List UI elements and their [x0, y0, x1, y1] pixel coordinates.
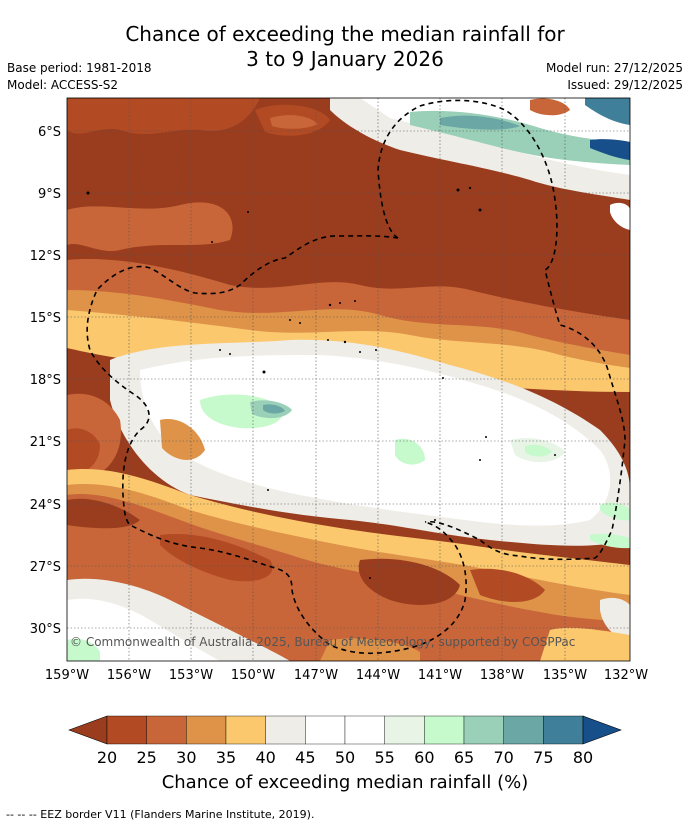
- eez-borders: [86, 99, 626, 655]
- map-title: Chance of exceeding the median rainfall …: [0, 22, 690, 72]
- base-period-text: Base period: 1981-2018: [7, 61, 152, 75]
- colorbar-bin: [106, 715, 147, 745]
- colorbar-tick-label: 80: [573, 748, 593, 767]
- rainfall-probability-field: [67, 98, 630, 661]
- lon-label: 147°W: [294, 668, 338, 683]
- lon-label: 141°W: [418, 668, 462, 683]
- colorbar: 20 25 30 35 40 45 50 55 60 65 70 75 80: [68, 715, 622, 767]
- colorbar-bin: [424, 715, 465, 745]
- model-run-text: Model run: 27/12/2025: [545, 61, 683, 75]
- colorbar-bin: [503, 715, 544, 745]
- colorbar-tick-label: 35: [216, 748, 236, 767]
- colorbar-extend-low: [68, 715, 108, 745]
- colorbar-bin: [543, 715, 584, 745]
- colorbar-bin: [225, 715, 266, 745]
- title-line-2: 3 to 9 January 2026: [246, 47, 444, 71]
- colorbar-tick-label: 65: [454, 748, 474, 767]
- lat-label: 9°S: [38, 187, 61, 202]
- model-text: Model: ACCESS-S2: [7, 78, 119, 92]
- lat-label: 15°S: [30, 311, 61, 326]
- colorbar-tick-label: 60: [414, 748, 434, 767]
- colorbar-tick-label: 50: [335, 748, 355, 767]
- colorbar-tick-label: 30: [176, 748, 196, 767]
- longitude-labels: 159°W 156°W 153°W 150°W 147°W 144°W 141°…: [45, 668, 648, 683]
- colorbar-tick-label: 40: [255, 748, 275, 767]
- title-line-1: Chance of exceeding the median rainfall …: [125, 22, 565, 46]
- colorbar-bin: [146, 715, 187, 745]
- lon-label: 138°W: [480, 668, 524, 683]
- lat-label: 6°S: [38, 125, 61, 140]
- lon-label: 132°W: [604, 668, 648, 683]
- lat-label: 30°S: [30, 622, 61, 637]
- latitude-labels: 6°S 9°S 12°S 15°S 18°S 21°S 24°S 27°S 30…: [30, 125, 61, 637]
- lon-label: 153°W: [169, 668, 213, 683]
- colorbar-title: Chance of exceeding median rainfall (%): [162, 772, 529, 793]
- graticule: [67, 98, 630, 661]
- lon-label: 156°W: [107, 668, 151, 683]
- map-frame: [66, 97, 631, 662]
- lon-label: 159°W: [45, 668, 89, 683]
- lat-label: 12°S: [30, 249, 61, 264]
- colorbar-bin: [265, 715, 306, 745]
- forecast-map: © Commonwealth of Australia 2025, Bureau…: [30, 97, 648, 793]
- colorbar-tick-label: 55: [374, 748, 394, 767]
- lat-label: 18°S: [30, 373, 61, 388]
- lon-label: 135°W: [543, 668, 587, 683]
- lat-label: 27°S: [30, 560, 61, 575]
- colorbar-bin: [384, 715, 425, 745]
- colorbar-bin: [344, 715, 385, 745]
- colorbar-bin: [186, 715, 227, 745]
- copyright-text: © Commonwealth of Australia 2025, Bureau…: [70, 635, 575, 649]
- lat-label: 21°S: [30, 435, 61, 450]
- lon-label: 144°W: [356, 668, 400, 683]
- colorbar-tick-label: 75: [533, 748, 553, 767]
- islands: [86, 186, 556, 579]
- colorbar-tick-label: 20: [97, 748, 117, 767]
- colorbar-tick-label: 25: [136, 748, 156, 767]
- meta-right: Model run: 27/12/2025 Issued: 29/12/2025: [546, 60, 683, 94]
- lon-label: 150°W: [231, 668, 275, 683]
- meta-left: Base period: 1981-2018 Model: ACCESS-S2: [7, 60, 152, 94]
- colorbar-tick-label: 45: [295, 748, 315, 767]
- colorbar-bin: [305, 715, 346, 745]
- colorbar-bin: [463, 715, 504, 745]
- eez-footnote: -- -- -- EEZ border V11 (Flanders Marine…: [6, 808, 315, 821]
- issued-text: Issued: 29/12/2025: [567, 78, 683, 92]
- colorbar-extend-high: [582, 715, 622, 745]
- lat-label: 24°S: [30, 498, 61, 513]
- colorbar-tick-label: 70: [493, 748, 513, 767]
